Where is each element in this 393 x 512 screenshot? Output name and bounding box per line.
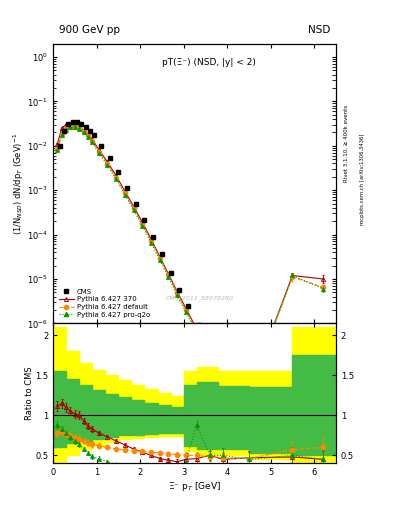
Text: Rivet 3.1.10, ≥ 400k events: Rivet 3.1.10, ≥ 400k events	[344, 105, 349, 182]
Text: NSD: NSD	[308, 25, 331, 35]
Y-axis label: (1/N$_{NSD}$) dN/dp$_T$ (GeV)$^{-1}$: (1/N$_{NSD}$) dN/dp$_T$ (GeV)$^{-1}$	[11, 133, 26, 234]
Y-axis label: Ratio to CMS: Ratio to CMS	[25, 367, 34, 420]
Text: mcplots.cern.ch [arXiv:1306.3436]: mcplots.cern.ch [arXiv:1306.3436]	[360, 134, 365, 225]
Text: CMS_2011_S8978280: CMS_2011_S8978280	[166, 295, 234, 301]
Legend: CMS, Pythia 6.427 370, Pythia 6.427 default, Pythia 6.427 pro-q2o: CMS, Pythia 6.427 370, Pythia 6.427 defa…	[57, 287, 152, 320]
Text: 900 GeV pp: 900 GeV pp	[59, 25, 120, 35]
X-axis label: Ξ⁻ p$_T$ [GeV]: Ξ⁻ p$_T$ [GeV]	[168, 480, 221, 493]
Text: pT(Ξ⁻) (NSD, |y| < 2): pT(Ξ⁻) (NSD, |y| < 2)	[162, 57, 255, 67]
